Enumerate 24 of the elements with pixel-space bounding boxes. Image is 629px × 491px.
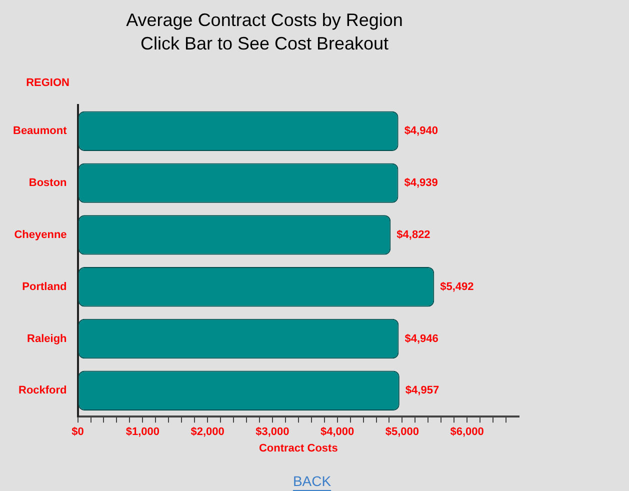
y-tick-label: Raleigh <box>27 332 68 345</box>
chart-title: Average Contract Costs by Region <box>126 10 403 30</box>
y-tick-label: Rockford <box>18 384 67 397</box>
data-label: $4,939 <box>404 177 438 190</box>
chart-subtitle: Click Bar to See Cost Breakout <box>140 33 389 54</box>
data-label: $4,822 <box>396 228 430 241</box>
x-tick-label: $5,000 <box>385 426 420 438</box>
data-label: $4,957 <box>405 384 440 397</box>
x-tick-label: $3,000 <box>256 426 290 438</box>
y-axis-title: REGION <box>26 77 70 90</box>
x-tick-label: $4,000 <box>320 426 354 438</box>
y-tick-label: Portland <box>22 280 67 293</box>
y-tick-label: Beaumont <box>13 125 68 138</box>
data-label: $4,940 <box>404 125 438 138</box>
x-tick-label: $0 <box>72 426 84 438</box>
y-tick-label: Cheyenne <box>14 228 67 241</box>
x-axis-title: Contract Costs <box>258 442 338 454</box>
y-tick-label: Boston <box>28 177 68 190</box>
x-tick-label: $1,000 <box>126 426 160 438</box>
x-tick-label: $6,000 <box>450 426 484 438</box>
text: BACK <box>292 472 332 489</box>
data-label: $5,492 <box>440 280 474 293</box>
x-tick-label: $2,000 <box>190 426 224 438</box>
data-label: $4,946 <box>404 332 438 345</box>
